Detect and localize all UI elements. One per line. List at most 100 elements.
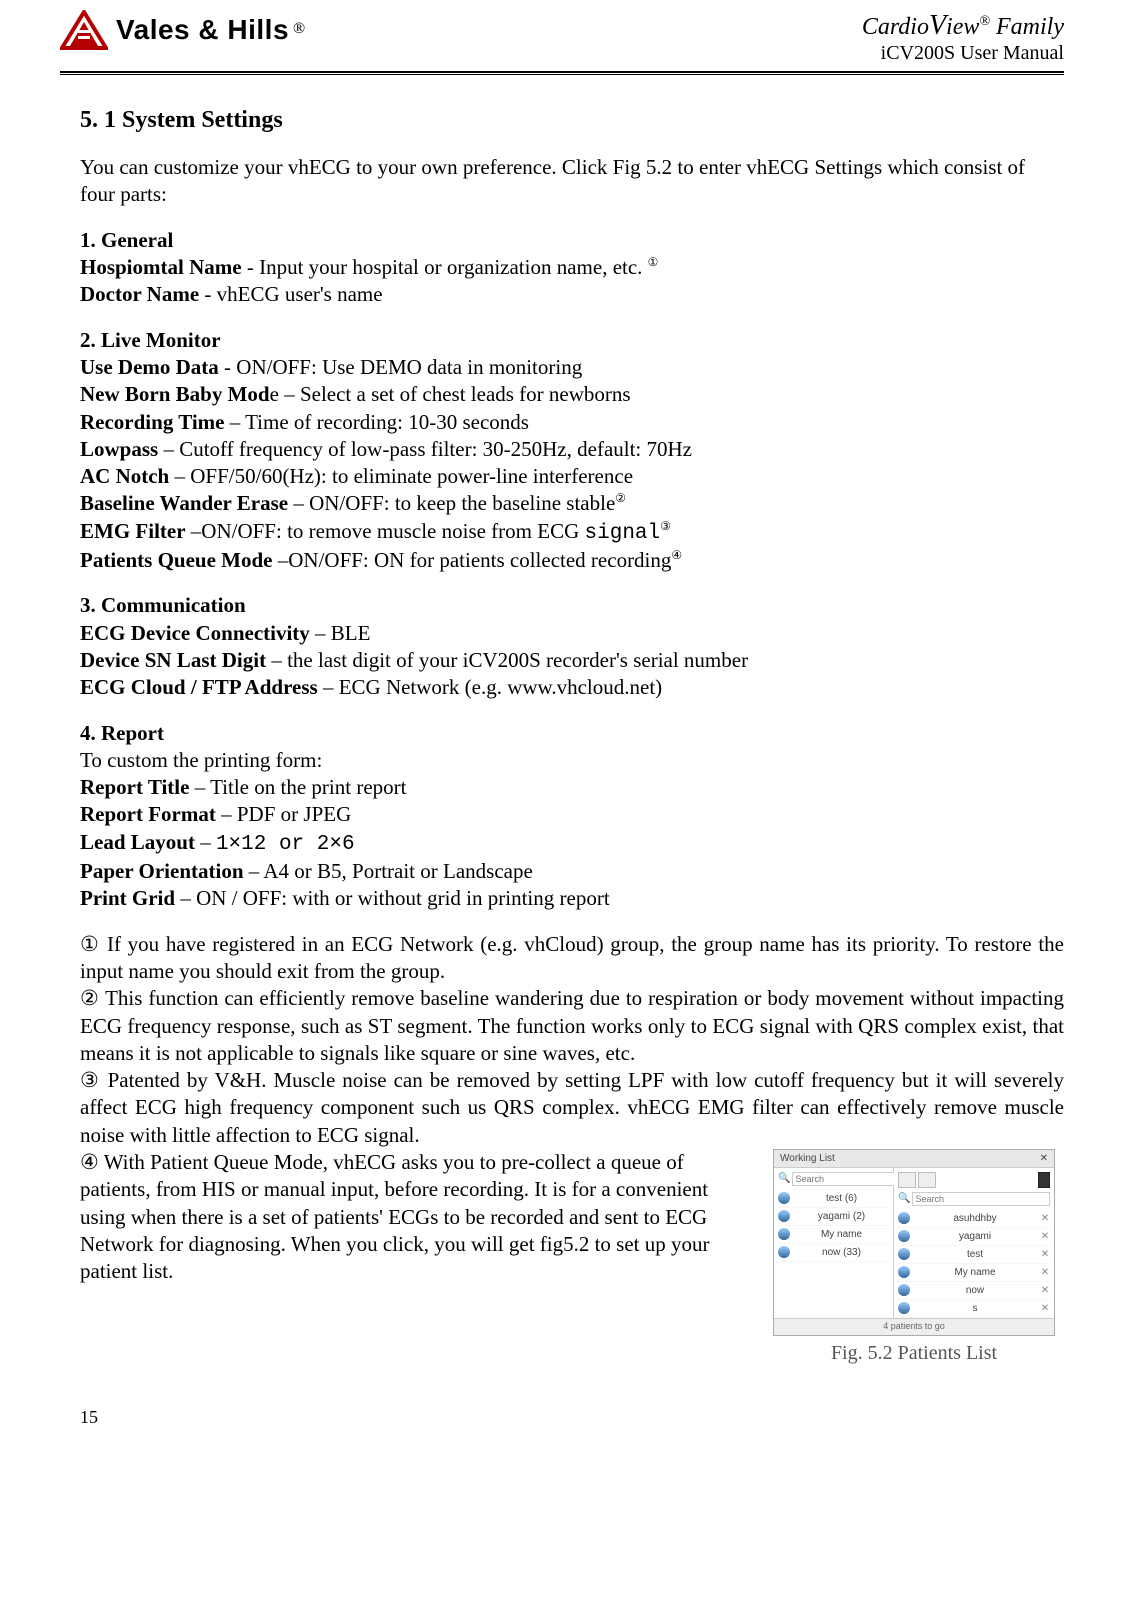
brand-text: Vales & Hills® [116,14,305,46]
avatar-icon [898,1212,910,1224]
list-item[interactable]: asuhdhby ✕ [898,1210,1050,1228]
section-2-head: 2. Live Monitor [80,327,1064,354]
section-communication: 3. Communication ECG Device Connectivity… [80,592,1064,701]
report-title-text: – Title on the print report [189,775,406,799]
search-icon: 🔍 [898,1192,910,1206]
row-text: asuhdhby [914,1212,1036,1225]
lead-dash: – [195,830,216,854]
demo-text: - ON/OFF: Use DEMO data in monitoring [219,355,582,379]
row-text: now [914,1284,1036,1297]
header-rule [60,71,1064,73]
acnotch-text: – OFF/50/60(Hz): to eliminate power-line… [169,464,633,488]
remove-icon[interactable]: ✕ [1040,1302,1050,1315]
cloud-label: ECG Cloud / FTP Address [80,675,318,699]
list-item[interactable]: My name [778,1226,889,1244]
avatar-icon [898,1284,910,1296]
lowpass-text: – Cutoff frequency of low-pass filter: 3… [158,437,692,461]
item-demo: Use Demo Data - ON/OFF: Use DEMO data in… [80,354,1064,381]
patients-list-panel: Working List ✕ 🔍 test (6) yagami (2) My na… [773,1149,1055,1336]
page-header: Vales & Hills® CardioView® Family iCV200… [60,10,1064,67]
content: 5. 1 System Settings You can customize y… [60,105,1064,1429]
panel-title-bar: Working List ✕ [774,1150,1054,1168]
item-rectime: Recording Time – Time of recording: 10-3… [80,409,1064,436]
page: Vales & Hills® CardioView® Family iCV200… [0,0,1124,1459]
newborn-label: New Born Baby Mod [80,382,270,406]
section-4-head: 4. Report [80,720,1064,747]
report-title-label: Report Title [80,775,189,799]
rectime-label: Recording Time [80,410,224,434]
section-report: 4. Report To custom the printing form: R… [80,720,1064,913]
page-number: 15 [80,1406,1064,1429]
right-search-input[interactable] [912,1192,1050,1206]
list-item[interactable]: yagami ✕ [898,1228,1050,1246]
brand-name: Vales & Hills [116,14,289,45]
search-icon: 🔍 [778,1172,790,1186]
close-icon: ✕ [1040,1152,1048,1165]
list-item[interactable]: My name✕ [898,1264,1050,1282]
emg-ref: ③ [660,519,671,533]
list-item[interactable]: now ✕ [898,1282,1050,1300]
item-print-grid: Print Grid – ON / OFF: with or without g… [80,885,1064,912]
header-subtitle: iCV200S User Manual [862,42,1064,65]
doctor-label: Doctor Name [80,282,199,306]
toolbar-btn-2[interactable] [918,1172,936,1188]
hospital-label: Hospiomtal Name [80,255,242,279]
remove-icon[interactable]: ✕ [1040,1212,1050,1225]
rectime-text: – Time of recording: 10-30 seconds [224,410,528,434]
remove-icon[interactable]: ✕ [1040,1284,1050,1297]
figure-5-2: Working List ✕ 🔍 test (6) yagami (2) My na… [764,1149,1064,1366]
brand-registered: ® [293,20,305,37]
list-item[interactable]: test ✕ [898,1246,1050,1264]
list-item[interactable]: yagami (2) [778,1208,889,1226]
family-v: V [929,10,946,41]
panel-body: 🔍 test (6) yagami (2) My name now (33) [774,1168,1054,1318]
item-doctor: Doctor Name - vhECG user's name [80,281,1064,308]
product-family: CardioView® Family [862,10,1064,42]
emg-mono: signal [585,522,661,545]
row-text: yagami [914,1230,1036,1243]
report-format-text: – PDF or JPEG [216,802,351,826]
report-intro: To custom the printing form: [80,747,1064,774]
panel-title: Working List [780,1152,835,1165]
row-text: test [914,1248,1036,1261]
row-text: yagami (2) [794,1210,889,1223]
panel-left: 🔍 test (6) yagami (2) My name now (33) [774,1168,894,1318]
remove-icon[interactable]: ✕ [1040,1266,1050,1279]
right-rows: asuhdhby✕yagami✕test✕My name✕now✕s✕ [898,1210,1050,1318]
conn-text: – BLE [310,621,371,645]
hospital-ref: ① [648,255,659,269]
toolbar-btn-dark[interactable] [1038,1172,1050,1188]
row-text: test (6) [794,1192,889,1205]
remove-icon[interactable]: ✕ [1040,1230,1050,1243]
emg-label: EMG Filter [80,519,186,543]
note-3: ③ Patented by V&H. Muscle noise can be r… [80,1067,1064,1149]
row-text: My name [794,1228,889,1241]
acnotch-label: AC Notch [80,464,169,488]
right-search: 🔍 [898,1192,1050,1206]
lead-mono: 1×12 or 2×6 [216,833,355,856]
item-sn: Device SN Last Digit – the last digit of… [80,647,1064,674]
toolbar-btn-1[interactable] [898,1172,916,1188]
row-text: now (33) [794,1246,889,1259]
remove-icon[interactable]: ✕ [1040,1248,1050,1261]
avatar-icon [778,1210,790,1222]
hospital-text: - Input your hospital or organization na… [242,255,643,279]
sn-text: – the last digit of your iCV200S recorde… [266,648,748,672]
item-conn: ECG Device Connectivity – BLE [80,620,1064,647]
avatar-icon [898,1266,910,1278]
queue-label: Patients Queue Mode [80,548,272,572]
list-item[interactable]: s✕ [898,1300,1050,1318]
family-registered: ® [979,14,990,29]
avatar-icon [898,1302,910,1314]
section-live-monitor: 2. Live Monitor Use Demo Data - ON/OFF: … [80,327,1064,575]
doctor-text: - vhECG user's name [199,282,382,306]
list-item[interactable]: test (6) [778,1190,889,1208]
item-report-format: Report Format – PDF or JPEG [80,801,1064,828]
note-4-wrap: ④ With Patient Queue Mode, vhECG asks yo… [80,1149,1064,1366]
queue-ref: ④ [671,548,682,562]
intro-paragraph: You can customize your vhECG to your own… [80,154,1064,209]
section-3-head: 3. Communication [80,592,1064,619]
baseline-ref: ② [615,491,626,505]
header-right: CardioView® Family iCV200S User Manual [862,10,1064,65]
list-item[interactable]: now (33) [778,1244,889,1262]
